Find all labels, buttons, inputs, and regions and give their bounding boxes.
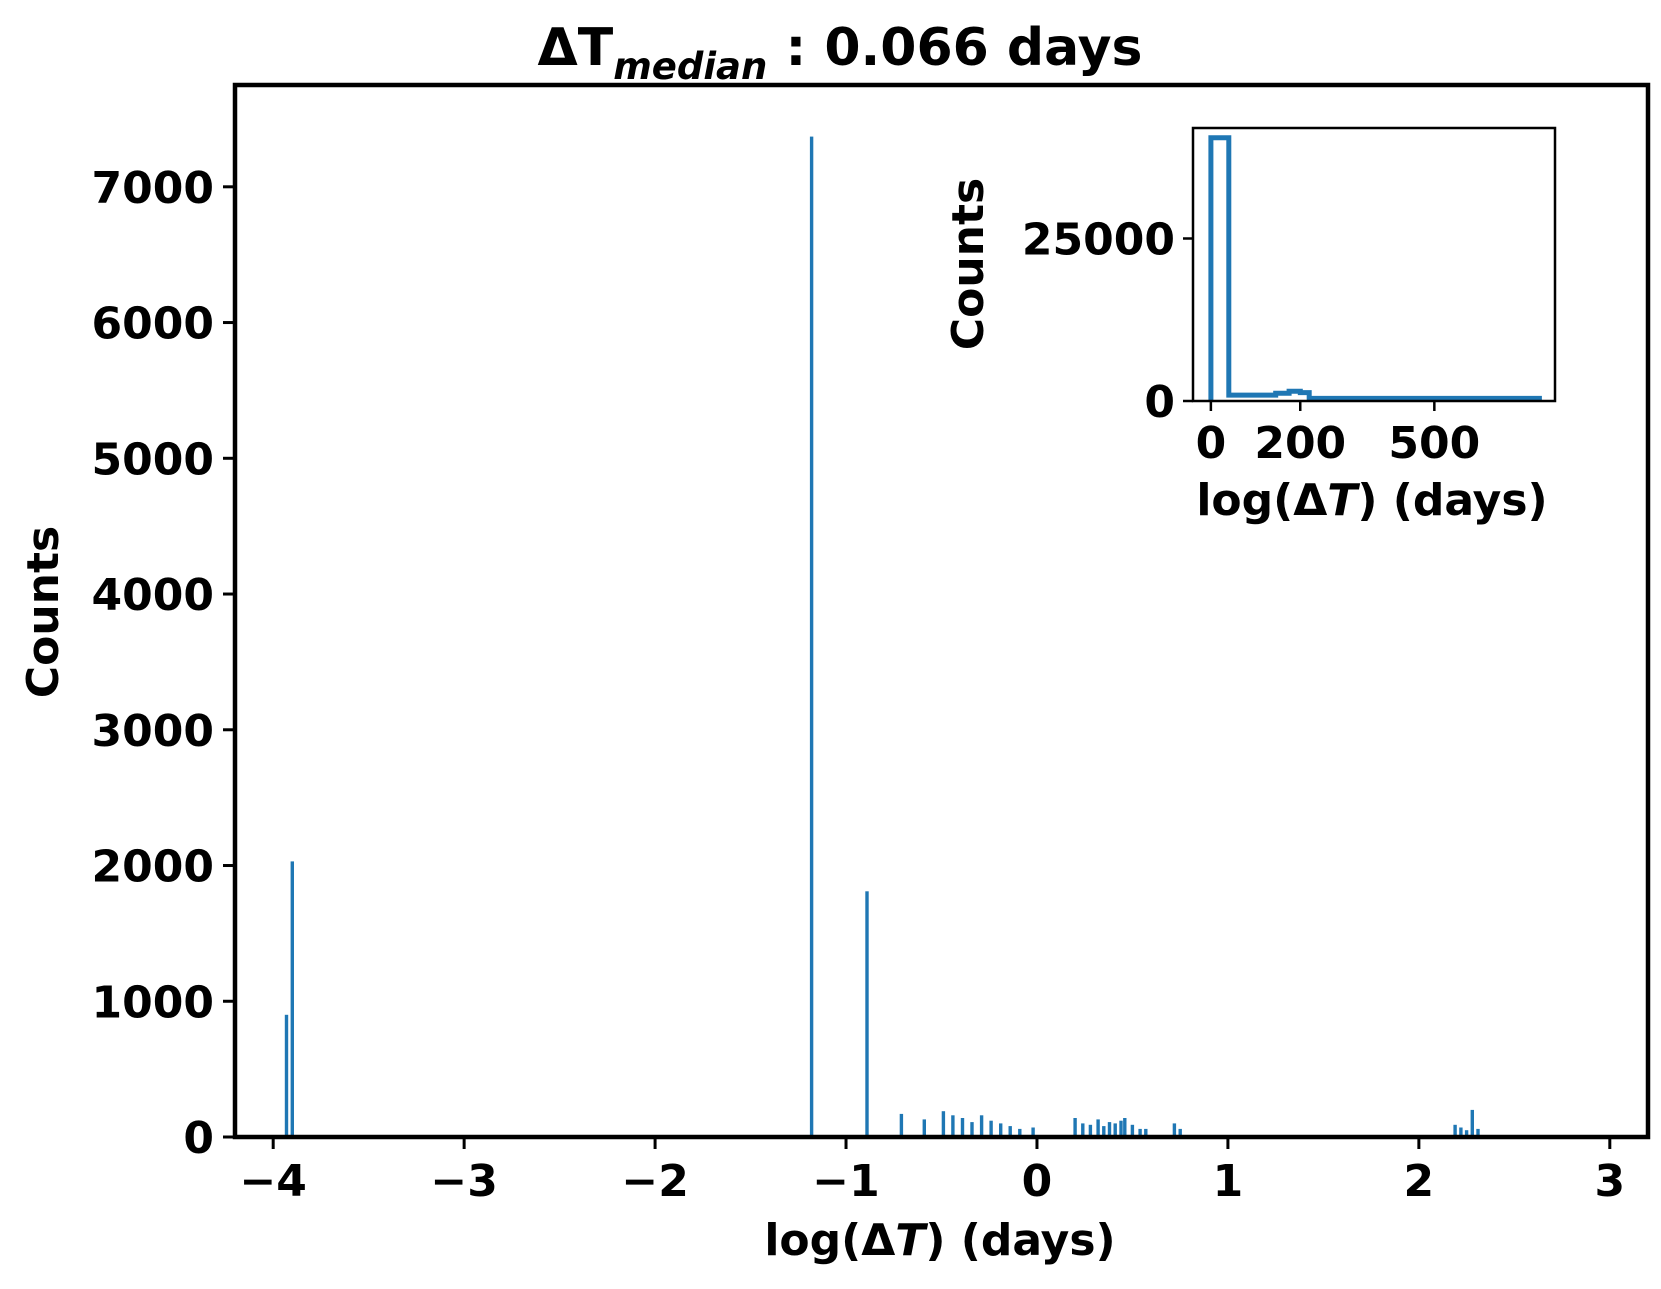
- main-y-axis-label: Counts: [18, 526, 69, 698]
- inset-y-tick-label: 0: [1144, 377, 1175, 428]
- x-tick-label: 1: [1213, 1156, 1244, 1207]
- y-tick-label: 5000: [92, 434, 214, 485]
- histogram-bar: [1096, 1119, 1100, 1137]
- histogram-bar: [899, 1113, 904, 1137]
- histogram-bar: [979, 1115, 984, 1137]
- y-tick-label: 6000: [92, 299, 214, 350]
- main-bars: [284, 136, 1480, 1138]
- histogram-bar: [951, 1115, 955, 1137]
- histogram-bar: [1144, 1128, 1148, 1137]
- histogram-bar: [1476, 1128, 1480, 1137]
- x-tick-label: −3: [430, 1156, 497, 1207]
- histogram-bar: [1470, 1109, 1474, 1137]
- histogram-bar: [809, 136, 814, 1138]
- inset-plot-frame: [1191, 126, 1557, 403]
- histogram-bar: [970, 1122, 974, 1137]
- inset-y-axis-label: Counts: [943, 178, 994, 350]
- y-tick-label: 4000: [92, 570, 214, 621]
- histogram-bar: [1113, 1123, 1117, 1137]
- x-tick-label: −4: [239, 1156, 306, 1207]
- y-tick-label: 1000: [92, 977, 214, 1028]
- y-tick-label: 3000: [92, 706, 214, 757]
- main-xlabel-prefix: log(Δ: [764, 1215, 895, 1266]
- histogram-bar: [1008, 1126, 1012, 1137]
- x-tick-label: 0: [1022, 1156, 1053, 1207]
- inset-x-tick-label: 0: [1196, 418, 1227, 469]
- histogram-bar: [1073, 1118, 1077, 1137]
- inset-step-histogram: [1208, 135, 1542, 401]
- x-tick-label: −1: [812, 1156, 879, 1207]
- inset-step-line: [1208, 135, 1542, 401]
- x-tick-label: 2: [1404, 1156, 1435, 1207]
- title-delta-t: ΔT: [538, 18, 614, 78]
- inset-x-axis-label: log(ΔT) (days): [1196, 475, 1547, 526]
- histogram-bar: [1081, 1123, 1085, 1137]
- histogram-bar: [1172, 1123, 1177, 1137]
- main-xlabel-suffix: ) (days): [925, 1215, 1115, 1266]
- histogram-bar: [1123, 1118, 1127, 1137]
- histogram-bar: [865, 891, 869, 1137]
- y-tick-label: 2000: [92, 842, 214, 893]
- main-xlabel-italic: T: [895, 1215, 928, 1266]
- histogram-bar: [1102, 1126, 1106, 1137]
- histogram-bar: [1031, 1127, 1035, 1137]
- main-x-ticks: −4 −3 −2 −1 0 1 2 3: [239, 1137, 1625, 1207]
- histogram-bar: [922, 1119, 926, 1137]
- y-tick-label: 0: [183, 1113, 214, 1164]
- histogram-bar: [1178, 1128, 1182, 1137]
- histogram-bar: [1119, 1120, 1123, 1137]
- histogram-bar: [989, 1120, 993, 1137]
- inset-x-tick-label: 200: [1254, 418, 1346, 469]
- histogram-bar: [1018, 1128, 1022, 1137]
- histogram-bar: [290, 861, 294, 1137]
- histogram-bar: [941, 1111, 946, 1137]
- title-subscript: median: [613, 45, 767, 88]
- inset-xlabel-suffix: ) (days): [1357, 475, 1547, 526]
- histogram-bar: [1453, 1124, 1457, 1137]
- inset-y-ticks: 0 25000: [1022, 215, 1193, 428]
- histogram-bar: [1107, 1122, 1112, 1137]
- histogram-bar: [1130, 1124, 1135, 1137]
- inset-xlabel-prefix: log(Δ: [1196, 475, 1327, 526]
- title-value: : 0.066 days: [767, 18, 1142, 78]
- inset-x-ticks: 0 200 500: [1196, 401, 1480, 469]
- histogram-bar: [1459, 1127, 1463, 1137]
- histogram-bar: [1464, 1130, 1469, 1137]
- x-tick-label: −2: [621, 1156, 688, 1207]
- x-tick-label: 3: [1594, 1156, 1625, 1207]
- histogram-bar: [960, 1118, 965, 1137]
- histogram-bar: [1088, 1124, 1093, 1137]
- y-tick-label: 7000: [92, 163, 214, 214]
- main-y-ticks: 0 1000 2000 3000 4000 5000 6000 7000: [92, 163, 235, 1164]
- histogram-bar: [999, 1123, 1003, 1137]
- inset-xlabel-italic: T: [1327, 475, 1360, 526]
- inset-y-tick-label: 25000: [1022, 215, 1175, 266]
- histogram-bar: [284, 1014, 289, 1137]
- main-x-axis-label: log(ΔT) (days): [764, 1215, 1115, 1266]
- histogram-bar: [1138, 1128, 1142, 1137]
- chart-title: ΔTmedian : 0.066 days: [538, 18, 1143, 88]
- inset-x-tick-label: 500: [1388, 418, 1480, 469]
- main-plot-frame: [232, 82, 1651, 1140]
